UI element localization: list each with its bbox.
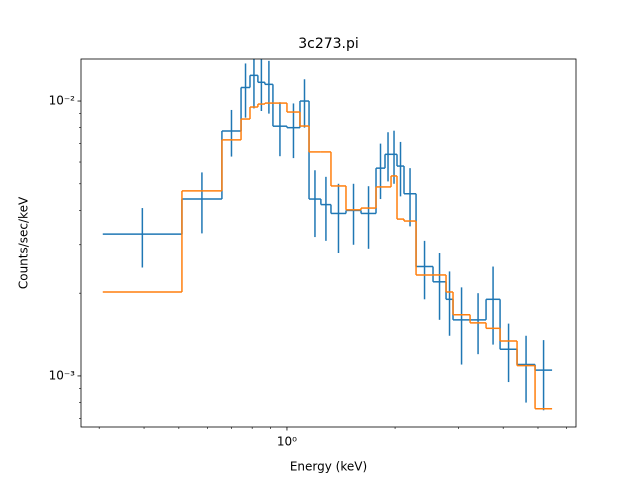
chart-title: 3c273.pi — [298, 36, 359, 52]
y-axis-label: Counts/sec/keV — [17, 196, 31, 289]
plot-area — [102, 59, 553, 411]
x-axis-label: Energy (keV) — [290, 460, 367, 474]
y-tick-label: 10⁻² — [49, 94, 76, 108]
axes-frame — [80, 58, 577, 428]
x-tick-label: 10⁰ — [277, 435, 297, 449]
y-tick-label: 10⁻³ — [49, 368, 76, 382]
